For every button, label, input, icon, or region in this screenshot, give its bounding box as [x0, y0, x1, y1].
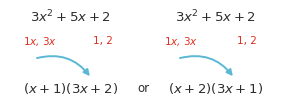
Text: $3x^2 + 5x + 2$: $3x^2 + 5x + 2$ [29, 8, 111, 25]
Text: 1, 2: 1, 2 [237, 36, 257, 46]
Text: or: or [137, 82, 149, 95]
Text: $1x$, $3x$: $1x$, $3x$ [23, 35, 57, 48]
Text: 1, 2: 1, 2 [93, 36, 113, 46]
Text: $(x + 2)(3x + 1)$: $(x + 2)(3x + 1)$ [168, 81, 263, 96]
Text: $3x^2 + 5x + 2$: $3x^2 + 5x + 2$ [175, 8, 257, 25]
Text: $1x$, $3x$: $1x$, $3x$ [164, 35, 198, 48]
Text: $(x + 1)(3x + 2)$: $(x + 1)(3x + 2)$ [23, 81, 118, 96]
